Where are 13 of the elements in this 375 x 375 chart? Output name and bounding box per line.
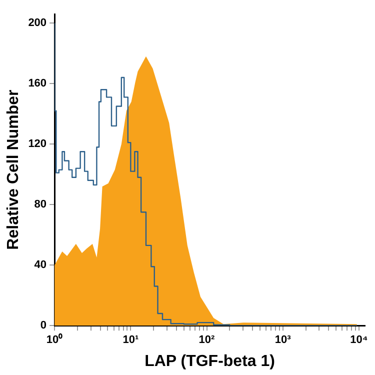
y-axis-title: Relative Cell Number xyxy=(5,90,22,250)
y-tick-label: 0 xyxy=(40,320,47,332)
x-tick-label: 10² xyxy=(198,334,216,346)
x-axis-title: LAP (TGF-beta 1) xyxy=(144,352,275,370)
y-tick-label: 80 xyxy=(34,198,47,211)
y-tick-label: 40 xyxy=(34,259,47,272)
y-tick-label: 200 xyxy=(28,17,47,30)
x-tick-label: 10⁴ xyxy=(350,334,368,346)
y-tick-label: 120 xyxy=(28,138,47,150)
x-tick-label: 10³ xyxy=(274,334,292,346)
x-tick-label: 10¹ xyxy=(122,334,139,346)
x-tick-label: 10⁰ xyxy=(46,333,63,346)
y-tick-label: 160 xyxy=(28,78,47,90)
